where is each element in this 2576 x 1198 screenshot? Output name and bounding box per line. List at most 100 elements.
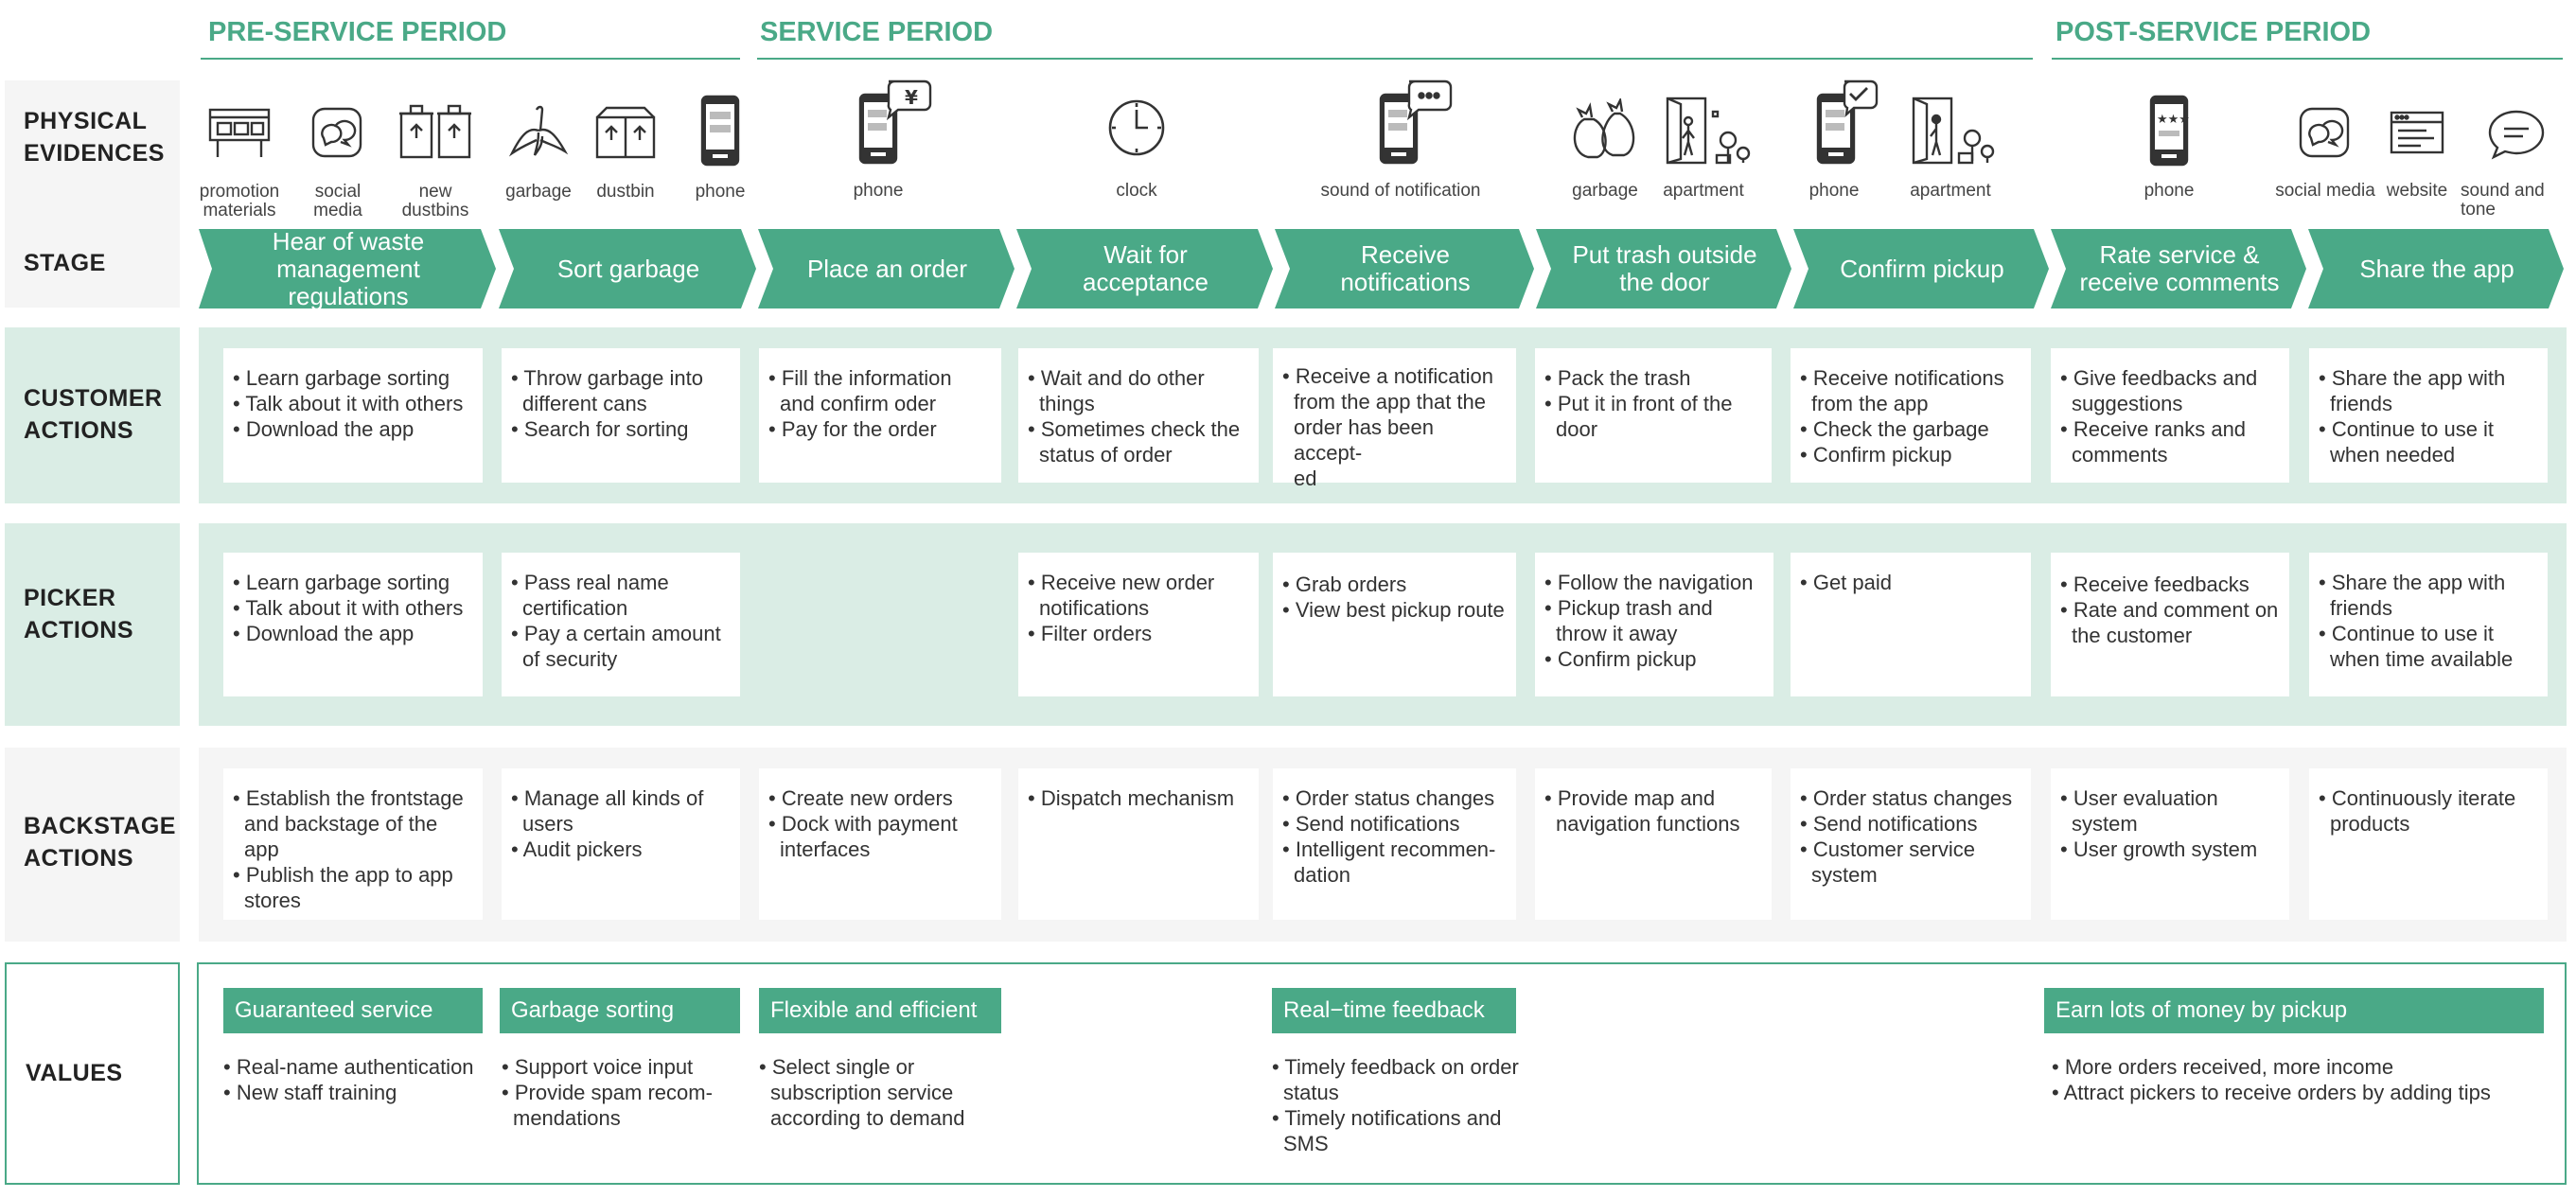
evidence-label: social media [2275, 181, 2375, 201]
phone-stars-icon: ★★★ [2149, 95, 2189, 167]
phone-yuan-icon: ¥ [856, 76, 932, 170]
svg-text:¥: ¥ [905, 86, 918, 109]
evidence-label: clock [1116, 181, 1157, 201]
bullet-item: Filter orders [1028, 621, 1249, 646]
bullet-item: Confirm pickup [1544, 646, 1764, 672]
value-title-guaranteed-service: Guaranteed service [223, 988, 483, 1033]
row-label-text: BACKSTAGE ACTIONS [24, 813, 176, 872]
phone-check-icon [1814, 76, 1880, 170]
period-service: SERVICE PERIOD [760, 17, 994, 47]
bullet-item: Put it in front of the door [1544, 391, 1762, 442]
bullet-item: Get paid [1800, 570, 2021, 595]
bullet-item: Receive new order notifications [1028, 570, 1249, 621]
evidence-label: phone [853, 181, 904, 201]
value-title-realtime-feedback: Real−time feedback [1272, 988, 1516, 1033]
bullet-item: Wait and do other things [1028, 365, 1249, 416]
bullet-item: Continue to use it when needed [2319, 416, 2538, 467]
picker-card-6: Get paid [1791, 553, 2031, 696]
stage-confirm-pickup: Confirm pickup [1793, 229, 2049, 308]
bullet-item: New staff training [223, 1080, 498, 1105]
stage-place-order: Place an order [758, 229, 1015, 308]
customer-card-2: Throw garbage into different cansSearch … [502, 348, 740, 483]
bullet-item: Share the app with friends [2319, 365, 2538, 416]
bullet-item: Talk about it with others [233, 391, 473, 416]
bullet-item: Publish the app to app stores [233, 862, 473, 913]
row-label-picker-actions: PICKER ACTIONS [5, 523, 180, 726]
stage-hear-of-regulations: Hear of waste management regulations [199, 229, 496, 308]
bullet-item: Follow the navigation [1544, 570, 1764, 595]
picker-card-3: Receive new order notificationsFilter or… [1018, 553, 1259, 696]
evidence-label: promotion materials [199, 182, 280, 220]
period-service-divider [757, 58, 2033, 60]
bullet-item: Pass real name certification [511, 570, 731, 621]
bullet-item: Fill the information and confirm oder [768, 365, 992, 416]
box-bin-icon [594, 104, 657, 159]
row-label-customer-actions: CUSTOMER ACTIONS [5, 327, 180, 503]
period-pre-service: PRE-SERVICE PERIOD [208, 17, 507, 47]
row-label-stage: STAGE [24, 250, 106, 276]
bullet-item: Receive feedbacks [2060, 572, 2280, 597]
customer-card-9: Share the app with friendsContinue to us… [2309, 348, 2548, 483]
bullet-item: Pickup trash and throw it away [1544, 595, 1764, 646]
bullet-item: User evaluation system [2060, 785, 2280, 837]
period-post-divider [2052, 58, 2563, 60]
backstage-card-8: User evaluation systemUser growth system [2051, 768, 2289, 920]
bullet-item: Dock with payment interfaces [768, 811, 992, 862]
bullet-item: Receive ranks and comments [2060, 416, 2280, 467]
stage-share-app: Share the app [2308, 229, 2564, 308]
bullet-item: Receive a notification from the app that… [1282, 363, 1507, 491]
svg-text:★★★: ★★★ [2157, 113, 2189, 127]
evidence-label: apartment [1663, 181, 1744, 201]
billboard-icon [206, 104, 273, 161]
bullet-item: Attract pickers to receive orders by add… [2052, 1080, 2563, 1105]
bullet-item: Provide spam recom- mendations [502, 1080, 748, 1131]
bullet-item: Learn garbage sorting [233, 365, 473, 391]
stage-sort-garbage: Sort garbage [499, 229, 756, 308]
stage-put-trash-outside: Put trash outside the door [1536, 229, 1791, 308]
bullet-item: Receive notifications from the app [1800, 365, 2021, 416]
bullet-item: View best pickup route [1282, 597, 1507, 623]
evidence-label: sound and tone [2461, 181, 2545, 220]
stage-wait-for-acceptance: Wait for acceptance [1016, 229, 1273, 308]
banana-peel-icon [508, 102, 569, 159]
stage-rate-service: Rate service & receive comments [2051, 229, 2306, 308]
chat-bubble-icon [2298, 106, 2351, 159]
bullet-item: Send notifications [1800, 811, 2021, 837]
evidence-label: website [2386, 181, 2448, 201]
customer-card-4: Wait and do other thingsSometimes check … [1018, 348, 1259, 483]
value-title-flexible-efficient: Flexible and efficient [759, 988, 1001, 1033]
customer-card-5: Receive a notification from the app that… [1273, 348, 1516, 490]
phone-message-icon [1377, 76, 1453, 170]
backstage-card-2: Manage all kinds of usersAudit pickers [502, 768, 740, 920]
row-label-backstage-actions: BACKSTAGE ACTIONS [5, 748, 180, 942]
bullet-item: Order status changes [1800, 785, 2021, 811]
value-list-flexible-efficient: Select single or subscription service ac… [759, 1054, 996, 1131]
period-post-service: POST-SERVICE PERIOD [2056, 17, 2372, 47]
bullet-item: Support voice input [502, 1054, 748, 1080]
evidence-label: social media [313, 182, 362, 220]
backstage-card-7: Order status changesSend notificationsCu… [1791, 768, 2031, 920]
picker-card-5: Follow the navigationPickup trash and th… [1535, 553, 1773, 696]
customer-card-1: Learn garbage sortingTalk about it with … [223, 348, 483, 483]
speech-bubble-icon [2487, 108, 2546, 161]
bullet-item: Pay a certain amount of security [511, 621, 731, 672]
backstage-card-1: Establish the frontstage and backstage o… [223, 768, 483, 920]
row-label-text: PHYSICAL EVIDENCES [24, 108, 165, 167]
bullet-item: Rate and comment on the customer [2060, 597, 2280, 648]
bullet-item: Throw garbage into different cans [511, 365, 731, 416]
row-label-text: VALUES [26, 1060, 123, 1086]
bullet-item: Download the app [233, 621, 473, 646]
bullet-item: Dispatch mechanism [1028, 785, 1249, 811]
dustbins-icon [397, 102, 473, 161]
evidence-label: phone [2144, 181, 2195, 201]
evidence-label: sound of notification [1320, 181, 1481, 201]
bullet-item: Check the garbage [1800, 416, 2021, 442]
bullet-item: Establish the frontstage and backstage o… [233, 785, 473, 862]
bullet-item: Search for sorting [511, 416, 731, 442]
evidence-label: garbage [505, 182, 572, 202]
bullet-item: Share the app with friends [2319, 570, 2538, 621]
value-list-earn-money: More orders received, more incomeAttract… [2052, 1054, 2563, 1105]
evidence-label: dustbin [596, 182, 655, 202]
bullet-item: Learn garbage sorting [233, 570, 473, 595]
clock-icon [1107, 98, 1166, 157]
